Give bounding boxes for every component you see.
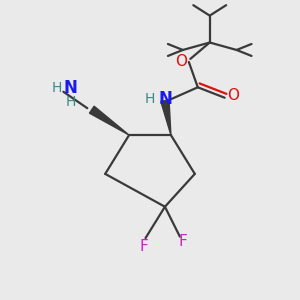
Text: H: H <box>144 92 154 106</box>
Text: F: F <box>140 239 148 254</box>
Text: O: O <box>227 88 239 103</box>
Text: H: H <box>51 81 62 95</box>
Text: H: H <box>66 94 76 109</box>
Polygon shape <box>89 106 129 135</box>
Polygon shape <box>161 100 171 135</box>
Text: N: N <box>159 90 172 108</box>
Text: F: F <box>178 235 187 250</box>
Text: N: N <box>64 79 78 97</box>
Text: O: O <box>175 54 187 69</box>
